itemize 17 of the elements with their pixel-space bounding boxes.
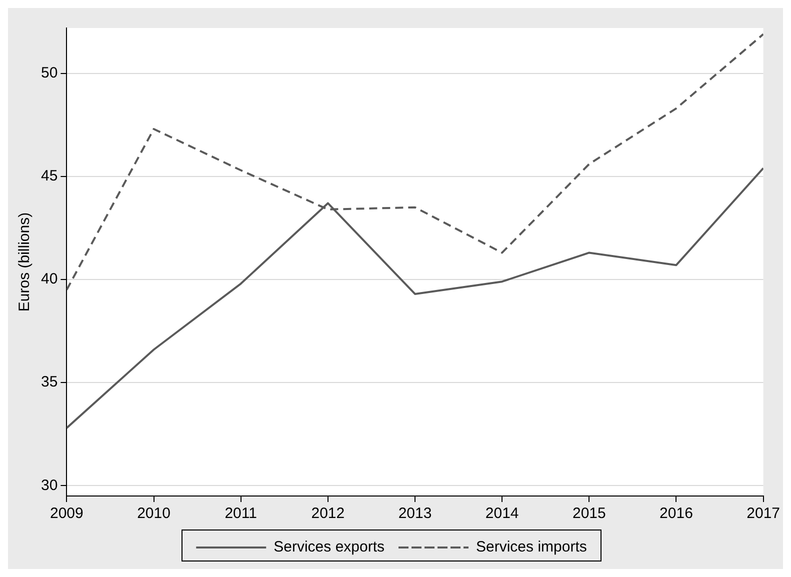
x-tick-label: 2014 <box>485 505 519 522</box>
y-tick-label: 30 <box>40 476 58 494</box>
x-tick-label: 2013 <box>398 505 432 522</box>
y-tick-label: 35 <box>40 374 58 391</box>
y-tick-label: 40 <box>40 270 58 288</box>
x-tick-label: 2015 <box>572 505 606 522</box>
y-tick-label: 50 <box>40 64 58 82</box>
y-axis-title: Euros (billions) <box>16 212 34 312</box>
x-tick-label: 2016 <box>660 505 693 522</box>
legend-label: Services imports <box>476 538 587 556</box>
x-tick-label: 2017 <box>746 505 780 522</box>
y-tick-label: 45 <box>40 168 58 185</box>
x-tick-label: 2012 <box>311 505 345 522</box>
x-tick-label: 2010 <box>137 505 170 522</box>
x-tick-label: 2011 <box>224 505 257 522</box>
legend-label: Services exports <box>274 538 385 556</box>
x-tick-label: 2009 <box>50 505 84 522</box>
